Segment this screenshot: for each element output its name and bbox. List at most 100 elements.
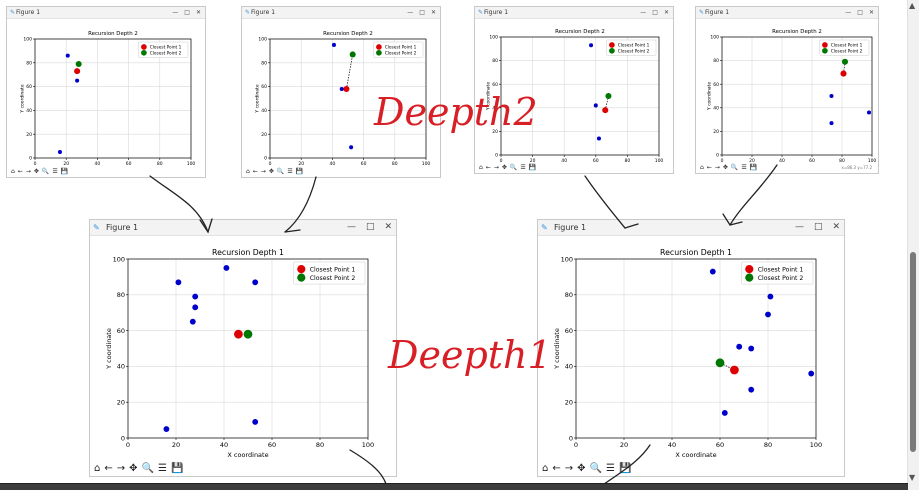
pan-icon[interactable]: ✥	[268, 168, 274, 175]
back-icon[interactable]: ←	[552, 463, 561, 474]
vertical-scrollbar[interactable]: ▲ ▼	[907, 0, 919, 490]
close-button[interactable]: ✕	[195, 9, 201, 16]
title-bar[interactable]: ✎ Figure 1 — □ ✕	[538, 220, 844, 236]
data-point	[596, 136, 601, 141]
y-axis-label: Y coordinate	[105, 328, 113, 370]
maximize-button[interactable]: □	[419, 9, 425, 16]
home-icon[interactable]: ⌂	[542, 463, 549, 474]
save-icon[interactable]: 💾	[295, 168, 304, 175]
minimize-button[interactable]: —	[640, 9, 647, 16]
y-tick-label: 0	[569, 434, 573, 442]
home-icon[interactable]: ⌂	[11, 168, 15, 175]
closest-point-1	[74, 68, 81, 75]
title-bar[interactable]: ✎ Figure 1 — □ ✕	[7, 7, 205, 19]
figure-window-depth2-d[interactable]: ✎ Figure 1 — □ ✕ 0 20 40 60 80 100 0 20 40 60 80 10…	[695, 6, 879, 174]
data-point	[192, 304, 199, 311]
home-icon[interactable]: ⌂	[246, 168, 250, 175]
arrow-head	[624, 223, 639, 229]
y-tick-label: 20	[565, 398, 573, 406]
legend-label: Closest Point 1	[618, 43, 650, 49]
maximize-button[interactable]: □	[184, 9, 190, 16]
zoom-icon[interactable]: 🔍	[589, 463, 602, 474]
pan-icon[interactable]: ✥	[722, 164, 728, 171]
configure-icon[interactable]: ☰	[287, 168, 293, 175]
save-icon[interactable]: 💾	[170, 463, 184, 474]
close-button[interactable]: ✕	[663, 9, 669, 16]
data-point	[189, 318, 196, 325]
minimize-button[interactable]: —	[794, 222, 804, 232]
closest-point-2	[715, 358, 725, 368]
close-button[interactable]: ✕	[384, 222, 392, 232]
forward-icon[interactable]: →	[260, 168, 266, 175]
close-button[interactable]: ✕	[430, 9, 436, 16]
figure-window-depth1-b[interactable]: ✎ Figure 1 — □ ✕ 0 20 40 60 80 100 0 20 40 60 80 10…	[537, 219, 845, 477]
minimize-button[interactable]: —	[346, 222, 356, 232]
figure-window-depth2-a[interactable]: ✎ Figure 1 — □ ✕ 0 20 40 60 80 100 0 20 40 60 80 10…	[6, 6, 206, 178]
zoom-icon[interactable]: 🔍	[41, 168, 50, 175]
forward-icon[interactable]: →	[25, 168, 31, 175]
pan-icon[interactable]: ✥	[577, 463, 586, 474]
configure-icon[interactable]: ☰	[157, 463, 167, 474]
save-icon[interactable]: 💾	[528, 164, 537, 171]
maximize-button[interactable]: □	[365, 222, 375, 232]
title-bar[interactable]: ✎ Figure 1 — □ ✕	[475, 7, 673, 19]
zoom-icon[interactable]: 🔍	[141, 463, 154, 474]
minimize-button[interactable]: —	[845, 9, 852, 16]
close-button[interactable]: ✕	[832, 222, 840, 232]
chart-title: Recursion Depth 2	[772, 29, 822, 35]
save-icon[interactable]: 💾	[60, 168, 69, 175]
pan-icon[interactable]: ✥	[129, 463, 138, 474]
pan-icon[interactable]: ✥	[501, 164, 507, 171]
configure-icon[interactable]: ☰	[520, 164, 526, 171]
zoom-icon[interactable]: 🔍	[276, 168, 285, 175]
minimize-button[interactable]: —	[172, 9, 179, 16]
save-icon[interactable]: 💾	[618, 463, 632, 474]
arrow-stroke	[729, 164, 778, 226]
horizontal-scrollbar[interactable]	[0, 483, 908, 490]
figure-window-depth2-b[interactable]: ✎ Figure 1 — □ ✕ 0 20 40 60 80 100 0 20 40 60 80 10…	[241, 6, 441, 178]
scroll-thumb[interactable]	[910, 252, 916, 452]
title-bar[interactable]: ✎ Figure 1 — □ ✕	[90, 220, 396, 236]
forward-icon[interactable]: →	[493, 164, 499, 171]
save-icon[interactable]: 💾	[749, 164, 758, 171]
home-icon[interactable]: ⌂	[700, 164, 704, 171]
arrow-head	[722, 213, 743, 226]
pan-icon[interactable]: ✥	[33, 168, 39, 175]
forward-icon[interactable]: →	[714, 164, 720, 171]
back-icon[interactable]: ←	[17, 168, 23, 175]
data-point	[589, 43, 594, 48]
back-icon[interactable]: ←	[252, 168, 258, 175]
y-tick-label: 100	[489, 35, 498, 41]
figure-window-depth1-a[interactable]: ✎ Figure 1 — □ ✕ 0 20 40 60 80 100 0 20 40 60 80 10…	[89, 219, 397, 477]
maximize-button[interactable]: □	[813, 222, 823, 232]
home-icon[interactable]: ⌂	[479, 164, 483, 171]
figure-window-depth2-c[interactable]: ✎ Figure 1 — □ ✕ 0 20 40 60 80 100 0 20 40 60 80 10…	[474, 6, 674, 174]
scroll-up-icon[interactable]: ▲	[909, 1, 916, 10]
zoom-icon[interactable]: 🔍	[509, 164, 518, 171]
window-title: Figure 1	[484, 9, 509, 16]
data-point	[339, 86, 344, 92]
title-bar[interactable]: ✎ Figure 1 — □ ✕	[696, 7, 878, 19]
legend-marker	[376, 49, 382, 56]
zoom-icon[interactable]: 🔍	[730, 164, 739, 171]
title-bar[interactable]: ✎ Figure 1 — □ ✕	[242, 7, 440, 19]
legend-marker	[822, 47, 828, 54]
close-button[interactable]: ✕	[868, 9, 874, 16]
scroll-down-icon[interactable]: ▼	[909, 473, 916, 482]
back-icon[interactable]: ←	[104, 463, 113, 474]
closest-point-2	[349, 51, 356, 58]
back-icon[interactable]: ←	[706, 164, 712, 171]
forward-icon[interactable]: →	[564, 463, 574, 474]
configure-icon[interactable]: ☰	[741, 164, 747, 171]
maximize-button[interactable]: □	[652, 9, 658, 16]
back-icon[interactable]: ←	[485, 164, 491, 171]
y-tick-label: 20	[713, 129, 719, 135]
forward-icon[interactable]: →	[116, 463, 126, 474]
configure-icon[interactable]: ☰	[605, 463, 615, 474]
minimize-button[interactable]: —	[407, 9, 414, 16]
home-icon[interactable]: ⌂	[94, 463, 101, 474]
y-tick-label: 60	[713, 82, 719, 88]
configure-icon[interactable]: ☰	[52, 168, 58, 175]
y-tick-label: 40	[492, 105, 498, 111]
maximize-button[interactable]: □	[857, 9, 863, 16]
